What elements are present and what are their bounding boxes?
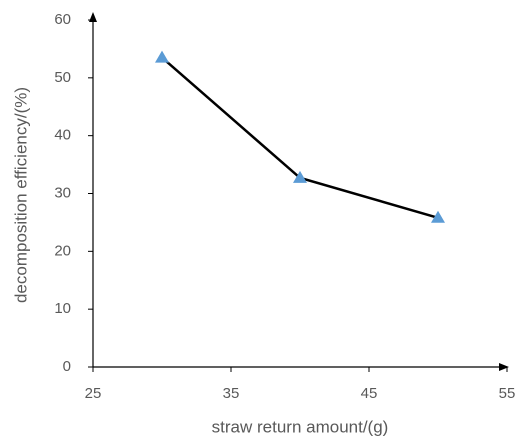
y-tick-label: 20: [54, 242, 71, 259]
y-tick-label: 60: [54, 11, 71, 28]
x-tick-label: 45: [361, 385, 378, 402]
y-axis-title: decomposition efficiency/(%): [11, 87, 30, 303]
data-point: [293, 170, 307, 183]
x-axis-title: straw return amount/(g): [212, 417, 389, 436]
y-tick-label: 0: [63, 358, 71, 375]
y-tick-label: 30: [54, 184, 71, 201]
data-line: [161, 56, 439, 219]
x-axis-arrow: [499, 363, 509, 371]
data-point: [431, 210, 445, 223]
y-tick-label: 50: [54, 69, 71, 86]
y-tick-label: 40: [54, 127, 71, 144]
y-tick-label: 10: [54, 300, 71, 317]
data-point: [155, 50, 169, 63]
x-tick-label: 25: [85, 385, 102, 402]
x-tick-label: 55: [499, 385, 516, 402]
x-tick-label: 35: [223, 385, 240, 402]
